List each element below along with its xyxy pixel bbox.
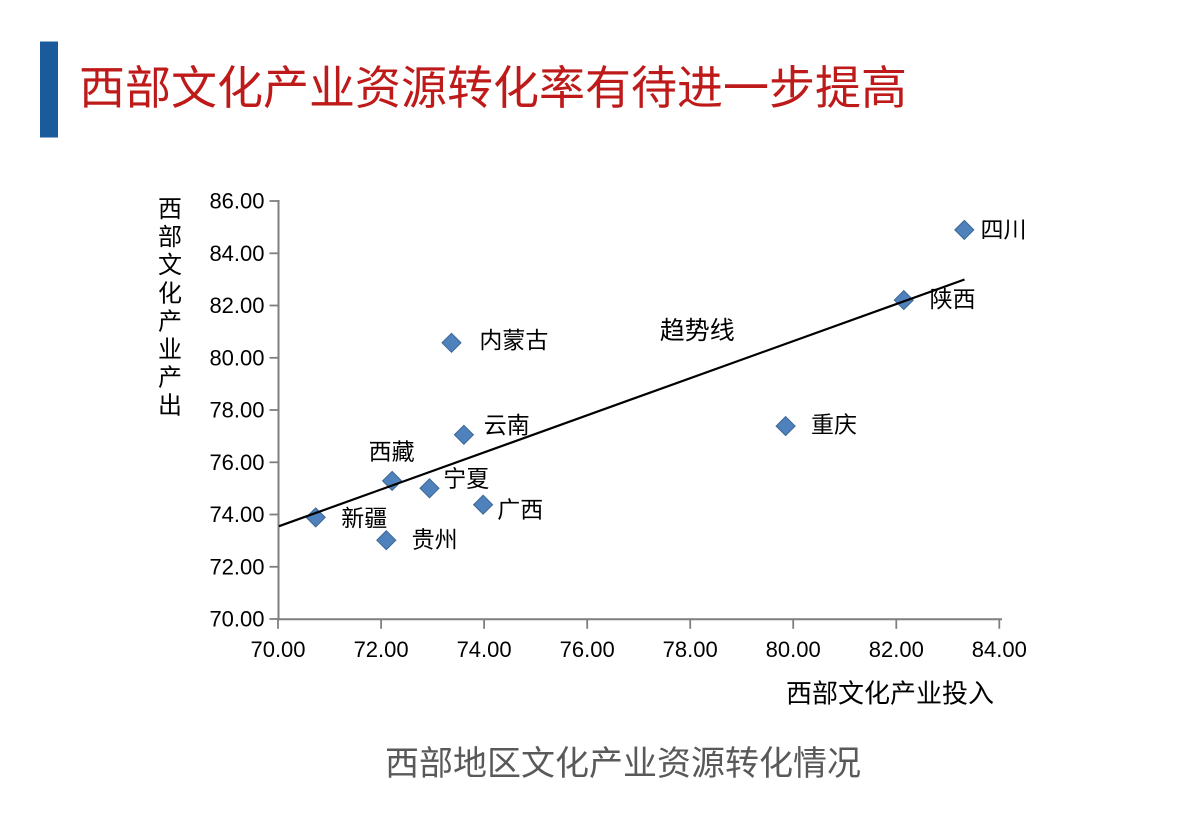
svg-text:贵州: 贵州 [412,528,458,553]
svg-text:70.00: 70.00 [250,637,305,662]
svg-text:80.00: 80.00 [209,345,264,370]
svg-text:76.00: 76.00 [209,450,264,475]
svg-text:78.00: 78.00 [663,637,718,662]
svg-text:84.00: 84.00 [972,637,1027,662]
svg-text:四川: 四川 [981,218,1027,243]
svg-text:西部文化产业资源转化率有待进一步提高: 西部文化产业资源转化率有待进一步提高 [79,63,907,114]
svg-text:86.00: 86.00 [209,189,264,214]
svg-text:趋势线: 趋势线 [660,317,735,345]
svg-text:业: 业 [158,337,182,364]
svg-text:82.00: 82.00 [209,293,264,318]
svg-text:72.00: 72.00 [209,554,264,579]
svg-text:产: 产 [158,365,182,392]
svg-text:文: 文 [158,252,182,279]
svg-text:云南: 云南 [484,413,530,438]
svg-text:产: 产 [158,308,182,335]
svg-text:70.00: 70.00 [209,607,264,632]
svg-text:广西: 广西 [497,498,543,523]
svg-text:内蒙古: 内蒙古 [479,328,548,353]
svg-text:出: 出 [158,393,182,420]
svg-text:74.00: 74.00 [457,637,512,662]
svg-text:西部文化产业投入: 西部文化产业投入 [786,680,994,709]
svg-text:化: 化 [158,280,182,307]
svg-text:78.00: 78.00 [209,398,264,423]
svg-text:陕西: 陕西 [930,287,976,312]
svg-text:72.00: 72.00 [354,637,409,662]
svg-text:84.00: 84.00 [209,241,264,266]
svg-text:西: 西 [158,197,182,223]
svg-text:宁夏: 宁夏 [443,467,489,492]
svg-text:重庆: 重庆 [811,413,857,438]
svg-text:82.00: 82.00 [869,637,924,662]
svg-text:西部地区文化产业资源转化情况: 西部地区文化产业资源转化情况 [385,745,861,783]
svg-text:76.00: 76.00 [560,637,615,662]
svg-text:74.00: 74.00 [209,502,264,527]
svg-text:80.00: 80.00 [766,637,821,662]
svg-text:部: 部 [158,224,182,251]
svg-text:西藏: 西藏 [369,439,415,464]
svg-text:新疆: 新疆 [341,506,387,531]
